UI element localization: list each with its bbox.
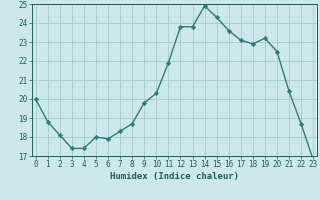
X-axis label: Humidex (Indice chaleur): Humidex (Indice chaleur) — [110, 172, 239, 181]
